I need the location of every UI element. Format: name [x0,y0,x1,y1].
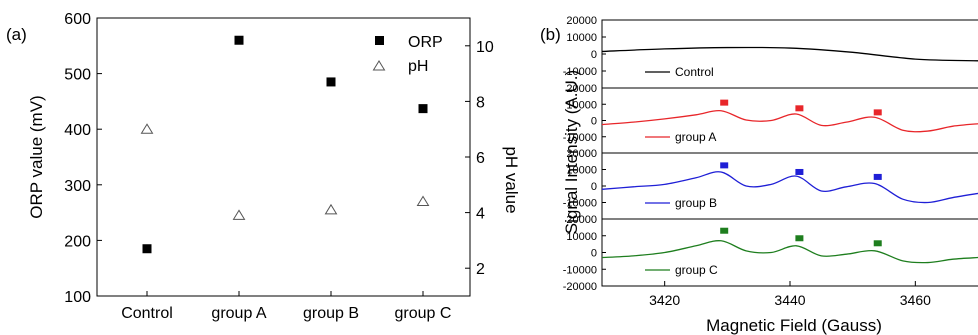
ph-point [140,123,154,134]
intensity-tick-label: 10000 [566,32,597,44]
ph-axis-label: pH value [502,146,521,213]
peak-marker [720,227,729,234]
legend-label: Control [675,65,714,79]
intensity-tick-label: 0 [591,181,597,193]
esr-subplot-control: 20000 10000 0 -10000 Control [563,15,978,89]
intensity-tick-label: 20000 [566,148,597,160]
field-tick-label: 3460 [900,292,931,308]
peak-marker [795,105,804,112]
ph-tick-label: 4 [476,206,485,223]
intensity-tick-label: 0 [591,49,597,61]
esr-subplot-group-c: 20000 10000 0 -10000 -20000 group C [563,214,978,293]
peak-marker [795,168,804,175]
esr-subplot-group-a: 20000 10000 0 -10000 group A [563,83,978,154]
legend-label: group C [675,263,718,277]
esr-subplot-group-b: 20000 10000 0 -10000 group B [563,148,978,220]
category-tick-label: group B [303,305,359,322]
orp-point [418,104,428,114]
subplot-frame [601,19,978,89]
panel-label-a: (a) [6,25,27,44]
intensity-tick-label: 20000 [566,83,597,95]
legend-orp-marker [375,36,384,45]
legend-ph-label: pH [408,58,428,75]
orp-axis-label: ORP value (mV) [27,95,46,218]
category-tick-label: Control [121,305,173,322]
peak-marker [720,162,729,169]
subplot-frame [601,152,978,220]
orp-point [326,77,336,87]
orp-tick-label: 300 [64,178,91,195]
intensity-tick-label: 20000 [566,214,597,226]
orp-tick-label: 200 [64,233,91,250]
intensity-tick-label: -20000 [563,281,597,293]
signal-intensity-axis-label: Signal Intensity (A.U.) [562,70,581,234]
panel-label-b: (b) [540,25,561,44]
intensity-tick-label: -10000 [563,198,597,210]
esr-spectrum-line [601,240,978,264]
legend-label: group B [675,196,717,210]
peak-marker [873,173,882,180]
legend-orp-label: ORP [408,34,443,51]
intensity-tick-label: 10000 [566,231,597,243]
esr-spectrum-line [601,109,978,133]
intensity-tick-label: 10000 [566,165,597,177]
legend-a: ORP pH [372,34,443,75]
panel-b: (b) Signal Intensity (A.U.) Magnetic Fie… [540,15,978,335]
ph-tick-label: 10 [476,39,494,56]
intensity-tick-label: 10000 [566,99,597,111]
subplot-frame [601,87,978,154]
intensity-tick-label: -10000 [563,132,597,144]
field-tick-label: 3440 [774,292,805,308]
orp-point [142,244,152,254]
intensity-tick-label: -10000 [563,66,597,78]
intensity-tick-label: 0 [591,248,597,260]
intensity-tick-label: -10000 [563,264,597,276]
ph-point [416,195,430,206]
orp-point [234,35,244,45]
peak-marker [795,235,804,242]
peak-marker [873,240,882,247]
intensity-tick-label: 0 [591,116,597,128]
orp-tick-label: 600 [64,11,91,28]
peak-marker [873,109,882,116]
esr-spectrum-line [601,171,978,204]
ph-point [232,209,246,220]
ph-tick-label: 2 [476,261,485,278]
orp-tick-label: 100 [64,289,91,306]
ph-tick-label: 6 [476,150,485,167]
peak-marker [720,99,729,106]
magnetic-field-axis-label: Magnetic Field (Gauss) [706,316,882,335]
field-tick-label: 3420 [649,292,680,308]
category-tick-label: group C [395,305,452,322]
subplot-frame [601,218,978,287]
legend-ph-marker [372,60,386,71]
category-tick-label: group A [211,305,266,322]
ph-tick-label: 8 [476,94,485,111]
orp-tick-label: 500 [64,67,91,84]
orp-tick-label: 400 [64,122,91,139]
legend-label: group A [675,130,716,144]
ph-point [324,203,338,215]
panel-a: (a) ORP value (mV) pH value 100 200 300 400… [6,11,521,322]
intensity-tick-label: 20000 [566,15,597,27]
esr-spectrum-line [601,46,978,62]
